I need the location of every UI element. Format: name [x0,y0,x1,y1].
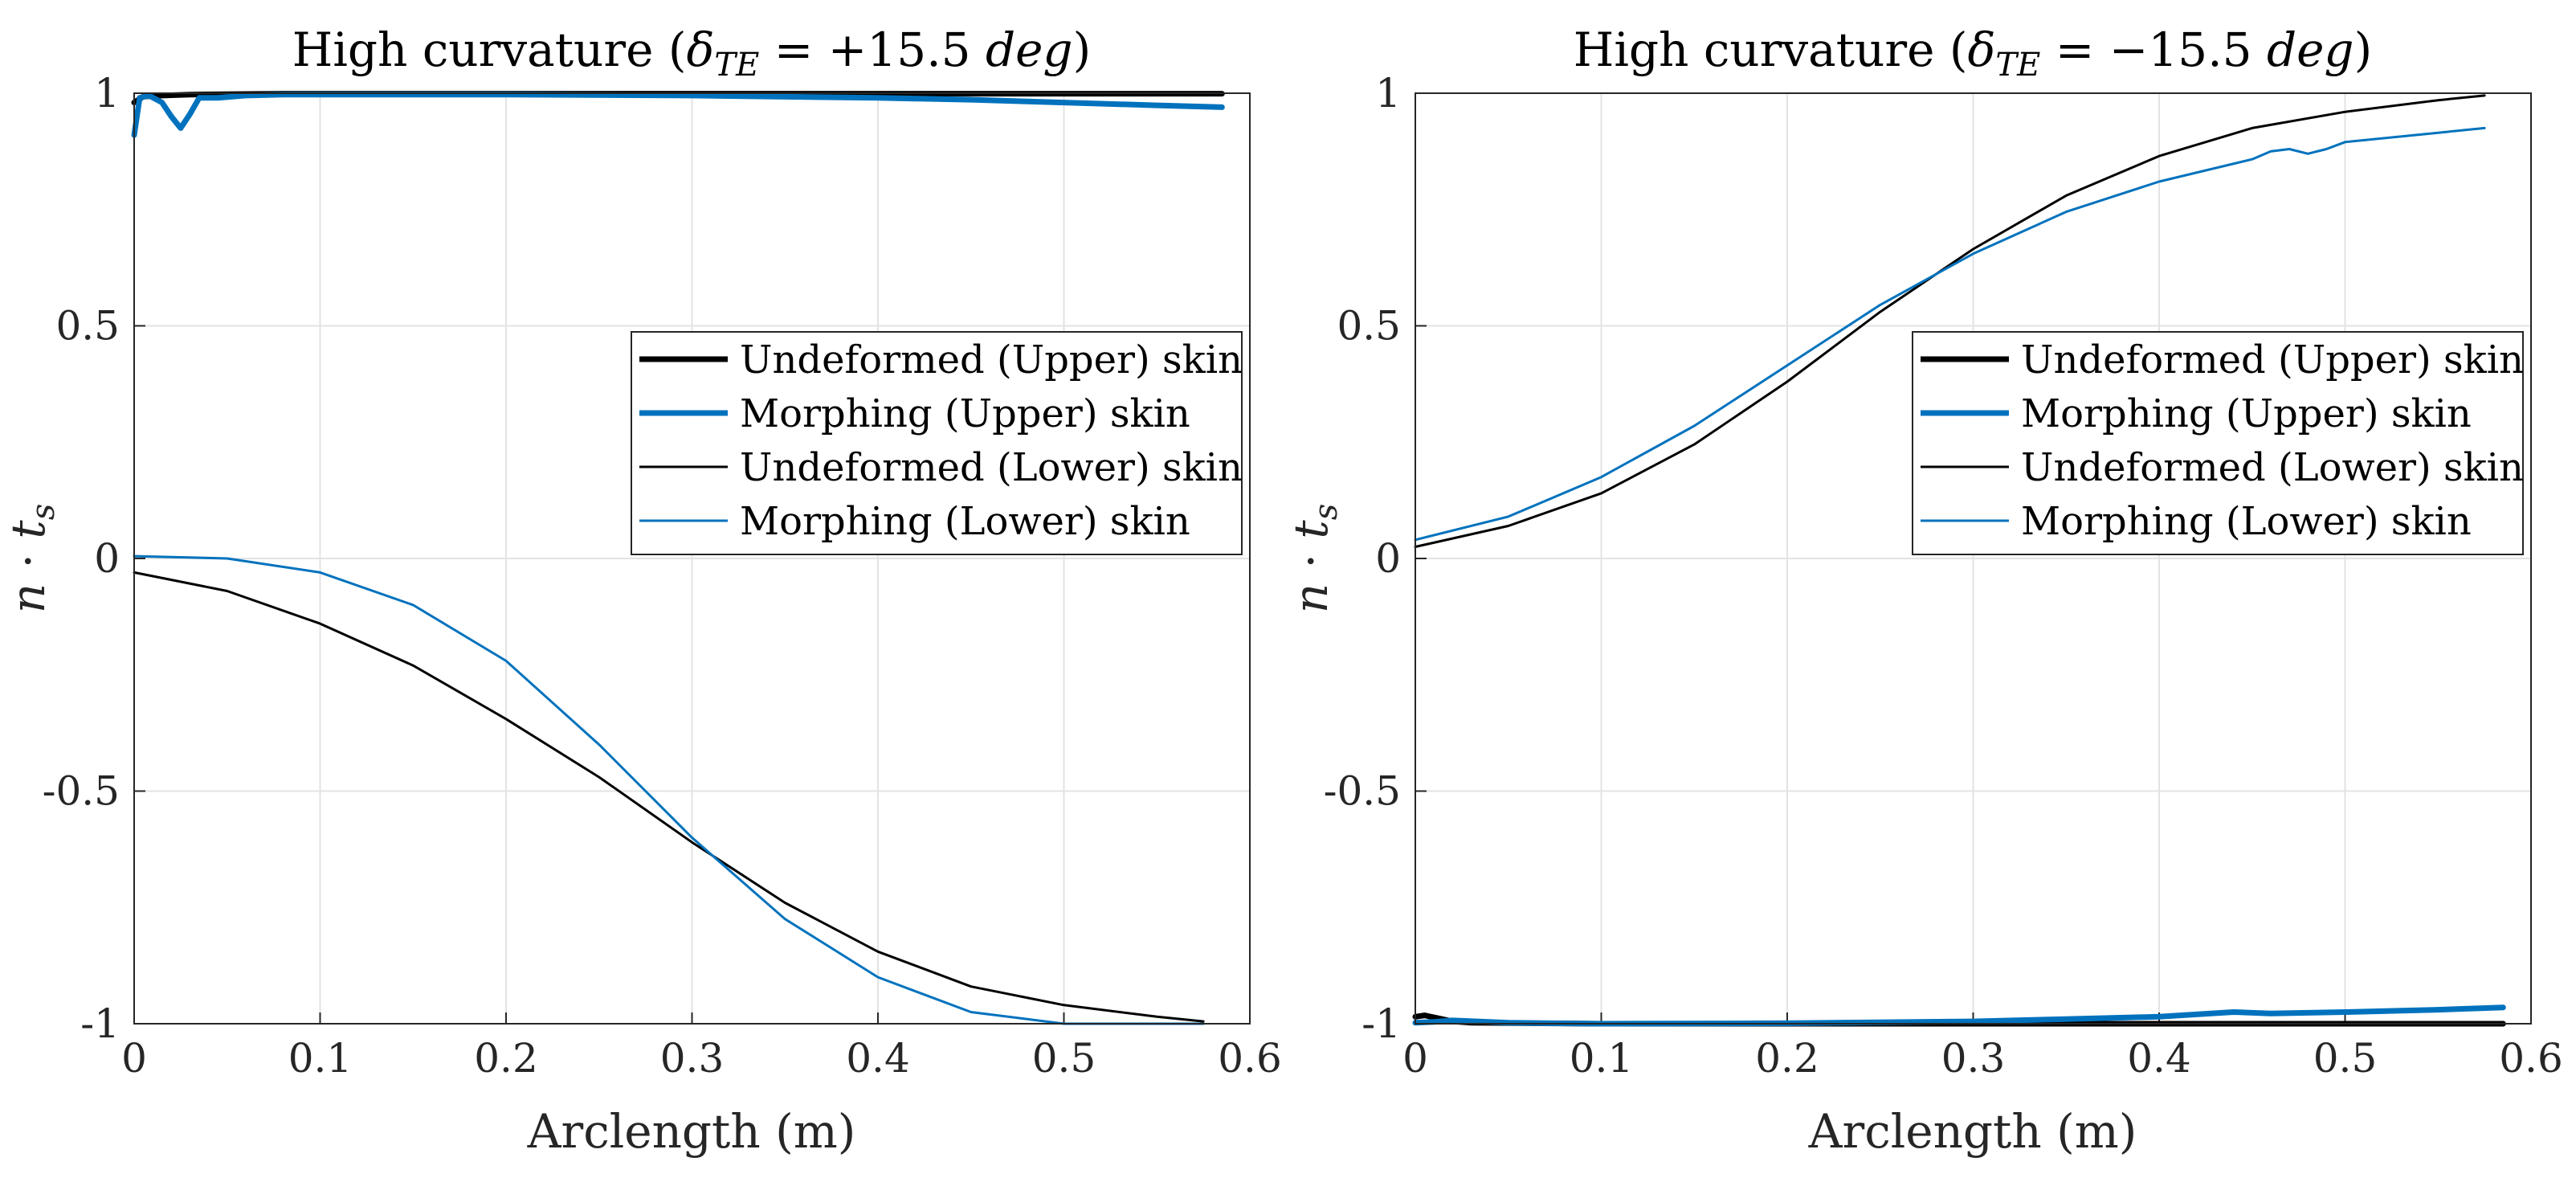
x-tick-label: 0.5 [2313,1035,2378,1082]
legend-label: Undeformed (Lower) skin [740,445,1243,490]
legend-box [631,331,1243,555]
y-tick-label: 1 [94,70,120,117]
x-tick-label: 0.4 [846,1035,910,1082]
y-tick-label: 0 [94,535,120,582]
y-tick-label: 0.5 [55,303,120,350]
x-tick-label: 0.1 [288,1035,353,1082]
right-chart-title: High curvature (δTE = −15.5 deg) [1574,22,2372,84]
x-tick-label: 0.2 [1755,1035,1819,1082]
right-chart-legend: Undeformed (Upper) skin Morphing (Upper) … [1912,331,2524,555]
right-chart-ticks: 0 0.1 0.2 0.3 0.4 0.5 0.6 -1 -0.5 0 0.5 1 [1324,70,2563,1082]
x-tick-label: 0.6 [1218,1035,1282,1082]
right-chart-series [1412,94,2506,1027]
legend-label: Morphing (Upper) skin [740,391,1190,436]
series-line-morphing-upper-skin [1412,1004,2506,1027]
left-chart-title: High curvature (δTE = +15.5 deg) [292,22,1091,84]
legend-box [1912,331,2524,555]
right-chart-axes-box [1415,92,2532,1025]
x-tick-label: 0 [1402,1035,1428,1082]
y-tick-label: -0.5 [1324,768,1401,815]
y-tick-label: -0.5 [43,768,120,815]
right-chart-grid [1415,92,2532,1025]
left-chart-ylabel: n · ts [1,504,62,614]
legend-label: Undeformed (Upper) skin [2021,337,2524,382]
right-chart-xlabel: Arclength (m) [1808,1104,2137,1159]
y-tick-label: 1 [1375,70,1401,117]
legend-label: Morphing (Upper) skin [2021,391,2472,436]
legend-label: Morphing (Lower) skin [740,499,1190,544]
x-tick-label: 0.4 [2127,1035,2191,1082]
x-tick-label: 0.3 [660,1035,725,1082]
series-line-morphing-lower-skin [133,554,1205,1025]
x-tick-label: 0.6 [2499,1035,2563,1082]
series-line-undeformed-lower-skin [1414,94,2486,548]
left-chart-xlabel: Arclength (m) [527,1104,856,1159]
legend-label: Morphing (Lower) skin [2021,499,2472,544]
series-line-morphing-upper-skin [131,92,1225,138]
x-tick-label: 0.5 [1032,1035,1096,1082]
left-chart-legend: Undeformed (Upper) skin Morphing (Upper) … [631,331,1243,555]
right-chart-ylabel: n · ts [1284,504,1345,614]
x-tick-label: 0.2 [474,1035,538,1082]
y-tick-label: -1 [1361,1000,1401,1047]
legend-label: Undeformed (Lower) skin [2021,445,2524,490]
legend-label: Undeformed (Upper) skin [740,337,1243,382]
x-tick-label: 0 [121,1035,147,1082]
y-tick-label: 0.5 [1337,303,1401,350]
x-tick-label: 0.1 [1570,1035,1634,1082]
left-chart-ticks: 0 0.1 0.2 0.3 0.4 0.5 0.6 -1 -0.5 0 0.5 1 [43,70,1282,1082]
series-line-morphing-lower-skin [1414,126,2486,542]
left-chart: High curvature (δTE = +15.5 deg) 0 0.1 0.2… [1,22,1282,1159]
y-tick-label: -1 [80,1000,120,1047]
left-chart-grid [133,92,1251,1025]
right-chart: High curvature (δTE = −15.5 deg) 0 0.1 0.2… [1284,22,2563,1159]
x-tick-label: 0.3 [1941,1035,2006,1082]
y-tick-label: 0 [1375,535,1401,582]
series-line-undeformed-lower-skin [133,571,1205,1023]
left-chart-axes-box [133,92,1251,1025]
